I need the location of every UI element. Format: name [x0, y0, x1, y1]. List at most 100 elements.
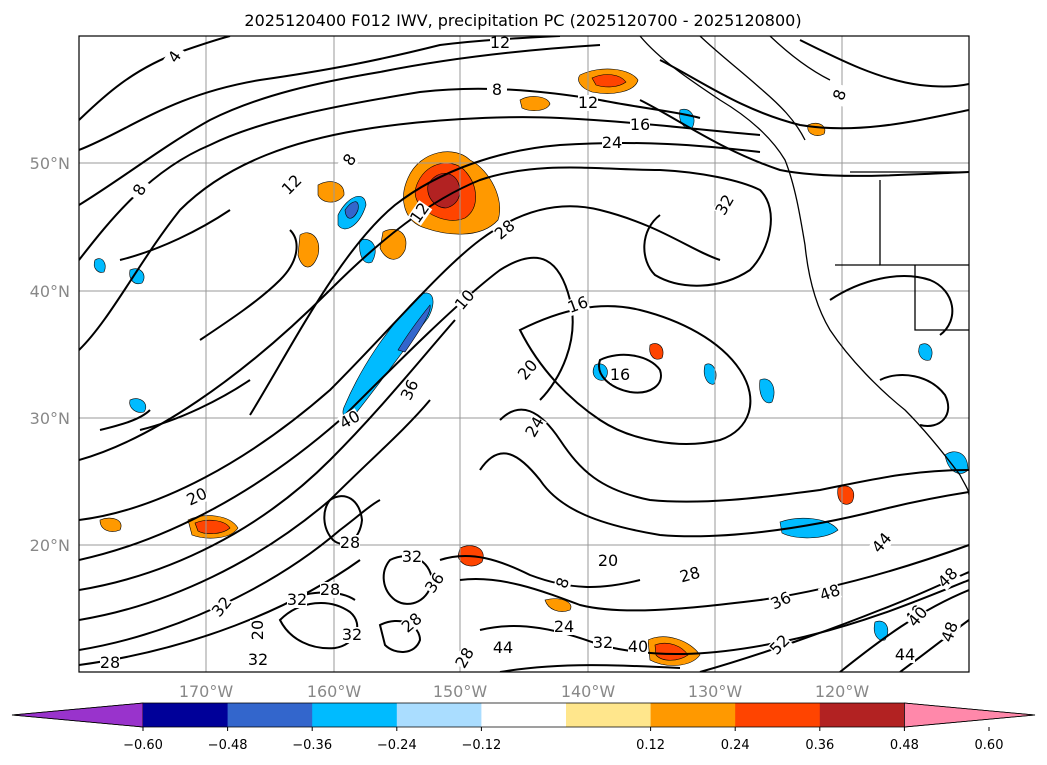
- lon-label: 120°W: [815, 682, 870, 701]
- contour-label-bg: [598, 553, 618, 569]
- graticule: [79, 36, 969, 672]
- colorbar-segment: [396, 703, 482, 727]
- precip-blob: [649, 343, 664, 360]
- contour-label-bg: [515, 357, 541, 383]
- contour-label: 32: [342, 625, 362, 644]
- contour-label-bg: [523, 414, 547, 440]
- coastline-segment: [914, 265, 969, 331]
- iwv-contour: [639, 99, 969, 177]
- precip-blob: [544, 598, 572, 612]
- precip-blob: [591, 74, 627, 88]
- contour-label-bg: [713, 192, 737, 218]
- contour-label-bg: [492, 217, 518, 243]
- lon-label: 170°W: [179, 682, 234, 701]
- contour-label: 28: [340, 533, 360, 552]
- contour-label-bg: [337, 408, 363, 432]
- lat-label: 20°N: [30, 536, 70, 555]
- iwv-contour: [139, 379, 251, 431]
- lat-label: 50°N: [30, 154, 70, 173]
- iwv-contour: [899, 619, 969, 672]
- contour-label-bg: [610, 367, 630, 383]
- contour-label-bg: [209, 594, 235, 620]
- contour-label: 32: [402, 547, 422, 566]
- colorbar-tick-label: −0.60: [123, 738, 163, 753]
- colorbar-tick-label: −0.24: [377, 738, 417, 753]
- contour-label-bg: [493, 640, 513, 656]
- contour-label-bg: [678, 564, 702, 586]
- contour-label-bg: [869, 530, 895, 556]
- contour-label: 8: [492, 80, 502, 99]
- contour-label-bg: [935, 565, 961, 591]
- iwv-contour: [598, 353, 662, 394]
- contour-label-bg: [340, 535, 360, 551]
- iwv-contour: [879, 374, 950, 427]
- contour-label-bg: [184, 485, 210, 509]
- contour-label-bg: [817, 582, 843, 604]
- iwv-contour: [249, 141, 761, 416]
- colorbar-segment: [143, 703, 229, 727]
- iwv-contour: [119, 209, 231, 261]
- contour-label-bg: [628, 639, 648, 655]
- contour-label-bg: [398, 377, 422, 403]
- contour-label: 40: [628, 637, 648, 656]
- lon-label: 130°W: [688, 682, 743, 701]
- contour-label-bg: [250, 620, 266, 640]
- lon-label: 160°W: [307, 682, 362, 701]
- contour-label: 24: [554, 617, 574, 636]
- iwv-contour: [79, 399, 431, 621]
- coastline: [639, 36, 969, 496]
- precip-blob: [654, 642, 689, 661]
- contour-label: 44: [493, 638, 513, 657]
- contour-label-bg: [128, 177, 152, 203]
- iwv-contour: [79, 205, 721, 521]
- iwv-contour: [79, 559, 361, 666]
- contour-label: 20: [248, 620, 267, 640]
- colorbar-tick-label: −0.36: [292, 738, 332, 753]
- contour-label-bg: [895, 647, 915, 663]
- contour-label: 32: [287, 590, 307, 609]
- contour-label-bg: [565, 294, 591, 316]
- contour-label-bg: [320, 582, 340, 598]
- iwv-contour: [79, 319, 456, 591]
- contour-label: 32: [593, 633, 613, 652]
- precip-blob: [427, 173, 461, 209]
- contour-label-bg: [402, 549, 422, 565]
- contour-label-bg: [162, 44, 188, 70]
- colorbar: −0.60 −0.48 −0.36 −0.24 −0.12 0.12 0.24 0.36 0.4…: [11, 702, 1036, 753]
- precip-blob: [759, 378, 775, 404]
- colorbar-tick-label: 0.24: [721, 738, 750, 753]
- precip-blob: [397, 304, 431, 353]
- colorbar-segment: [650, 703, 736, 727]
- iwv-contour: [829, 275, 954, 336]
- map-frame: [78, 35, 970, 673]
- colorbar-segment: [312, 703, 398, 727]
- colorbar-segment: [819, 703, 905, 727]
- precip-blob: [918, 343, 933, 361]
- precip-blob: [129, 398, 147, 413]
- contour-label-bg: [407, 200, 433, 226]
- contour-label: 24: [602, 133, 622, 152]
- contour-label: 16: [630, 115, 650, 134]
- contour-label-bg: [554, 619, 574, 635]
- precip-blob: [93, 258, 106, 273]
- contour-label: 28: [320, 580, 340, 599]
- colorbar-arrow-right: [904, 702, 1036, 728]
- contour-label-bg: [552, 570, 574, 596]
- contour-label-bg: [452, 287, 478, 313]
- iwv-contour: [839, 589, 969, 672]
- contour-label-bg: [453, 645, 477, 671]
- precip-blob: [99, 517, 122, 532]
- iwv-contour: [79, 166, 772, 461]
- colorbar-segment: [566, 703, 652, 727]
- precip-blob: [297, 232, 320, 268]
- colorbar-tick-label: 0.60: [975, 738, 1004, 753]
- colorbar-tick-label: −0.48: [208, 738, 248, 753]
- contour-label-bg: [593, 635, 613, 651]
- colorbar-segment: [227, 703, 313, 727]
- contour-label-bg: [399, 610, 425, 636]
- iwv-contours: [79, 36, 969, 672]
- map-title: 2025120400 F012 IWV, precipitation PC (2…: [244, 11, 801, 30]
- iwv-contour: [479, 579, 969, 656]
- lon-label: 150°W: [433, 682, 488, 701]
